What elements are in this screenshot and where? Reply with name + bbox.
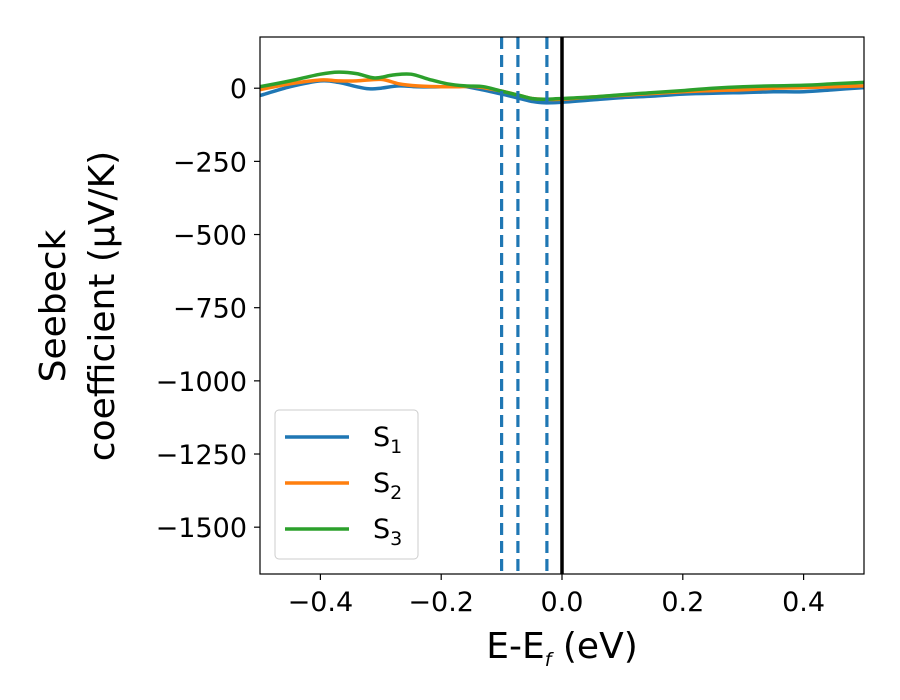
y-tick-label: −750 [173,294,247,325]
x-axis-label-unit: (eV) [551,626,637,667]
legend-label-2: S2 [373,468,402,504]
series-layer [260,70,864,105]
y-tick-label: −1250 [156,440,247,471]
svg-text:E-Ef (eV): E-Ef (eV) [486,626,638,671]
vertical-marker-lines [500,37,564,574]
series-line-1 [260,78,864,105]
y-axis-label: Seebeck coefficient (μV/K) [33,151,123,461]
x-axis-label: E-Ef (eV) [486,626,638,671]
x-tick-label: 0.2 [661,587,704,618]
x-tick-label: 0.0 [541,587,584,618]
y-tick-label: 0 [230,74,247,105]
x-tick-label: −0.4 [288,587,354,618]
legend: S1 S2 S3 [274,409,419,560]
x-tick-label: −0.2 [408,587,474,618]
legend-label-3: S3 [373,514,402,550]
x-tick-label: 0.4 [782,587,825,618]
y-tick-label: −500 [173,221,247,252]
legend-label-1: S1 [373,422,402,458]
y-tick-label: −1500 [156,513,247,544]
y-axis-label-line1: Seebeck [33,229,74,382]
x-axis-label-subscript: f [545,649,555,671]
x-axis-ticks: −0.4 −0.2 0.0 0.2 0.4 [288,574,825,618]
y-tick-label: −250 [173,147,247,178]
y-tick-label: −1000 [156,367,247,398]
series-line-3 [260,70,864,102]
y-axis-label-line2: coefficient (μV/K) [82,151,123,461]
y-axis-ticks: 0 −250 −500 −750 −1000 −1250 −1500 [156,74,260,544]
legend-entries: S1 S2 S3 [285,422,402,550]
x-axis-label-main: E-E [486,626,544,667]
